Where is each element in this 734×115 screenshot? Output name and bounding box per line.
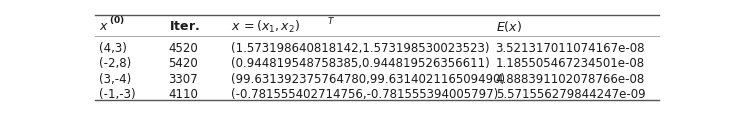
Text: $\mathbf{Iter.}$: $\mathbf{Iter.}$: [169, 20, 200, 33]
Text: 4520: 4520: [169, 41, 198, 54]
Text: 5420: 5420: [169, 57, 198, 70]
Text: (-1,-3): (-1,-3): [98, 88, 135, 100]
Text: 4110: 4110: [169, 88, 198, 100]
Text: 3307: 3307: [169, 72, 198, 85]
Text: (99.631392375764780,99.631402116509490): (99.631392375764780,99.631402116509490): [231, 72, 505, 85]
Text: $\mathbf{(0)}$: $\mathbf{(0)}$: [109, 14, 125, 26]
Text: (0.944819548758385,0.944819526356611): (0.944819548758385,0.944819526356611): [231, 57, 490, 70]
Text: $\mathbf{\mathit{T}}$: $\mathbf{\mathit{T}}$: [327, 14, 335, 25]
Text: $\mathbf{\mathit{x}}$: $\mathbf{\mathit{x}}$: [98, 20, 109, 33]
Text: $\mathbf{\mathit{E(x)}}$: $\mathbf{\mathit{E(x)}}$: [495, 19, 522, 34]
Text: 5.571556279844247e-09: 5.571556279844247e-09: [495, 88, 645, 100]
Text: (-2,8): (-2,8): [98, 57, 131, 70]
Text: (1.573198640818142,1.573198530023523): (1.573198640818142,1.573198530023523): [231, 41, 490, 54]
Text: (-0.781555402714756,-0.781555394005797): (-0.781555402714756,-0.781555394005797): [231, 88, 498, 100]
Text: (4,3): (4,3): [98, 41, 126, 54]
Text: 4.888391102078766e-08: 4.888391102078766e-08: [495, 72, 645, 85]
Text: $\mathbf{\mathit{x}}$: $\mathbf{\mathit{x}}$: [231, 20, 241, 33]
Text: $\mathbf{\mathit{= (x_1,x_2)}}$: $\mathbf{\mathit{= (x_1,x_2)}}$: [241, 19, 300, 35]
Text: 3.521317011074167e-08: 3.521317011074167e-08: [495, 41, 645, 54]
Text: (3,-4): (3,-4): [98, 72, 131, 85]
Text: 1.185505467234501e-08: 1.185505467234501e-08: [495, 57, 644, 70]
